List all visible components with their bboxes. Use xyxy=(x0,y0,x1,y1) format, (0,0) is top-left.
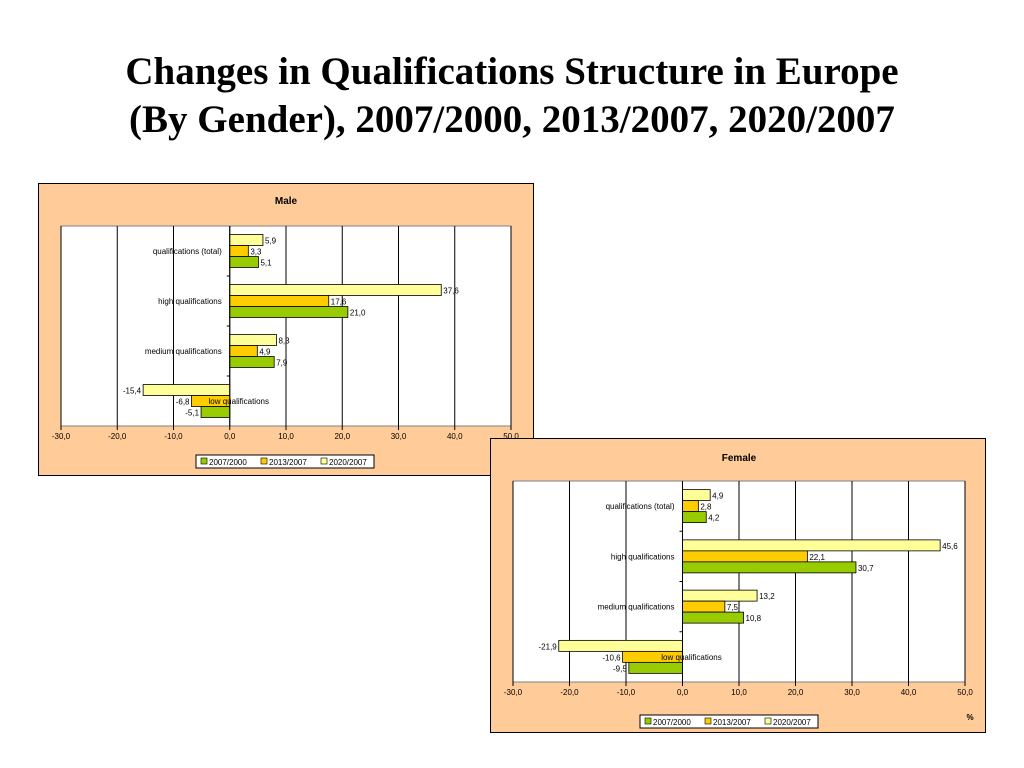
bar-2020-2007-high-qualifications xyxy=(229,284,442,296)
x-tick-label: 40,0 xyxy=(447,432,463,441)
bar-2020-2007-low-qualifications xyxy=(142,384,231,396)
bar-2020-2007-medium-qualifications xyxy=(229,334,277,346)
x-tick-label: 0,0 xyxy=(677,688,689,697)
x-tick-label: -10,0 xyxy=(164,432,183,441)
legend-swatch-2013-2007 xyxy=(704,717,712,725)
legend-swatch-2020-2007 xyxy=(320,457,328,465)
bar-2007-2000-qualifications-total xyxy=(229,256,259,268)
legend-entry: 2013/2007 xyxy=(269,458,307,467)
category-label: low qualifications xyxy=(209,397,269,406)
legend-entry: 2007/2000 xyxy=(653,718,691,727)
bar-2007-2000-medium-qualifications xyxy=(229,356,275,368)
legend: 2007/2000 2013/2007 2020/2007 xyxy=(639,714,819,729)
legend-entry: 2007/2000 xyxy=(209,458,247,467)
data-label: 5,1 xyxy=(260,259,272,268)
bar-2007-2000-medium-qualifications xyxy=(682,611,744,624)
x-tick-label: 50,0 xyxy=(957,688,973,697)
bar-2013-2007-high-qualifications xyxy=(682,550,808,563)
slide-title-line-2: (By Gender), 2007/2000, 2013/2007, 2020/… xyxy=(129,98,895,141)
legend-swatch-2007-2000 xyxy=(200,457,208,465)
x-tick-label: 20,0 xyxy=(334,432,350,441)
x-tick-label: -10,0 xyxy=(617,688,636,697)
legend-entry: 2020/2007 xyxy=(329,458,367,467)
legend-swatch-2020-2007 xyxy=(764,717,772,725)
female-chart-panel: Female -30,0 -20,0 -10,0 0,0 10,0 20,0 30,0 40,0… xyxy=(490,438,986,733)
bar-2007-2000-high-qualifications xyxy=(682,561,857,574)
x-tick-label: -20,0 xyxy=(108,432,127,441)
x-tick-label: -20,0 xyxy=(560,688,579,697)
data-label: -5,1 xyxy=(185,409,199,418)
data-label: 10,8 xyxy=(746,614,762,623)
category-label: qualifications (total) xyxy=(153,247,222,256)
category-label: high qualifications xyxy=(158,297,222,306)
data-label: 5,9 xyxy=(265,237,277,246)
bar-2013-2007-medium-qualifications xyxy=(682,600,726,613)
bar-2020-2007-qualifications-total xyxy=(229,234,264,246)
bar-2013-2007-high-qualifications xyxy=(229,295,330,307)
category-label: low qualifications xyxy=(661,653,721,662)
x-tick-label: 0,0 xyxy=(224,432,236,441)
x-tick-label: 30,0 xyxy=(844,688,860,697)
data-label: -10,6 xyxy=(602,653,621,662)
x-tick-label: -30,0 xyxy=(504,688,523,697)
data-label: 7,9 xyxy=(276,359,288,368)
data-label: 13,2 xyxy=(759,592,775,601)
bar-2013-2007-qualifications-total xyxy=(682,500,699,513)
data-label: -6,8 xyxy=(176,398,190,407)
slide-title: Changes in Qualifications Structure in E… xyxy=(0,48,1024,144)
category-label: medium qualifications xyxy=(598,603,675,612)
x-tick-label: -30,0 xyxy=(52,432,71,441)
data-label: -15,4 xyxy=(123,387,142,396)
data-label: 3,3 xyxy=(250,248,262,257)
legend-box xyxy=(195,454,375,469)
bar-2013-2007-qualifications-total xyxy=(229,245,249,257)
bar-2007-2000-low-qualifications xyxy=(628,661,683,674)
x-tick-label: 50,0 xyxy=(503,432,519,441)
data-label: 22,1 xyxy=(809,553,825,562)
x-tick-label: 10,0 xyxy=(731,688,747,697)
slide-title-line-1: Changes in Qualifications Structure in E… xyxy=(125,50,899,93)
bar-2013-2007-medium-qualifications xyxy=(229,345,258,357)
x-tick-label: 10,0 xyxy=(278,432,294,441)
male-bar-chart: Male -30,0 -20,0 -10,0 0,0 10,0 20,0 30,0 40,0 50… xyxy=(52,196,519,469)
x-tick-label: 30,0 xyxy=(391,432,407,441)
male-chart-panel: Male -30,0 -20,0 -10,0 0,0 10,0 20,0 30,0 40,0 50… xyxy=(38,183,534,476)
x-tick-label: 20,0 xyxy=(788,688,804,697)
data-label: 4,2 xyxy=(708,514,720,523)
bar-2020-2007-medium-qualifications xyxy=(682,589,758,602)
chart-title: Female xyxy=(722,453,757,464)
x-tick-label: 40,0 xyxy=(901,688,917,697)
legend: 2007/2000 2013/2007 2020/2007 xyxy=(195,454,375,469)
bar-2020-2007-qualifications-total xyxy=(682,489,711,502)
data-label: 7,5 xyxy=(727,603,739,612)
data-label: 21,0 xyxy=(350,309,366,318)
data-label: 17,6 xyxy=(331,298,347,307)
data-label: 30,7 xyxy=(858,564,874,573)
category-label: medium qualifications xyxy=(145,347,222,356)
category-label: qualifications (total) xyxy=(606,502,675,511)
legend-swatch-2013-2007 xyxy=(260,457,268,465)
data-label: 45,6 xyxy=(942,542,958,551)
bar-2020-2007-low-qualifications xyxy=(558,639,683,652)
bar-2007-2000-qualifications-total xyxy=(682,511,707,524)
bar-2020-2007-high-qualifications xyxy=(682,539,941,552)
data-label: -21,9 xyxy=(539,642,558,651)
x-axis-label: % xyxy=(966,713,973,722)
data-label: 8,3 xyxy=(278,337,290,346)
data-label: 4,9 xyxy=(259,348,271,357)
legend-entry: 2020/2007 xyxy=(773,718,811,727)
bar-2007-2000-low-qualifications xyxy=(200,406,231,418)
category-label: high qualifications xyxy=(611,552,675,561)
bar-2007-2000-high-qualifications xyxy=(229,306,349,318)
data-label: 4,9 xyxy=(712,492,724,501)
legend-swatch-2007-2000 xyxy=(644,717,652,725)
legend-box xyxy=(639,714,819,729)
data-label: 37,6 xyxy=(443,287,459,296)
legend-entry: 2013/2007 xyxy=(713,718,751,727)
chart-title: Male xyxy=(275,196,298,207)
data-label: 2,8 xyxy=(700,503,712,512)
data-label: -9,5 xyxy=(613,664,627,673)
female-bar-chart: Female -30,0 -20,0 -10,0 0,0 10,0 20,0 30,0 40,0… xyxy=(504,453,974,729)
